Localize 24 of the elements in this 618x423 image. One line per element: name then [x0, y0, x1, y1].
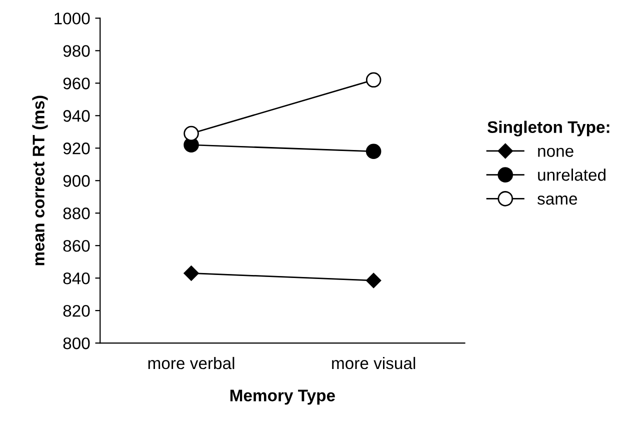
point — [366, 72, 382, 88]
point — [184, 126, 199, 142]
legend-label: same — [537, 196, 578, 205]
point — [366, 272, 382, 288]
y-axis-title: mean correct RT (ms) — [32, 96, 48, 266]
y-tick-label: 900 — [63, 175, 90, 187]
y-tick-label: 820 — [63, 304, 90, 317]
y-tick-label: 1000 — [54, 12, 90, 24]
legend-title: Singleton Type: — [488, 120, 610, 136]
y-tick-label: 960 — [63, 78, 90, 90]
y-tick-label: 840 — [63, 272, 90, 284]
legend-label: unrelated — [538, 168, 606, 181]
y-tick-label: 880 — [63, 208, 90, 220]
y-tick-label: 860 — [63, 240, 90, 252]
y-tick-label: 920 — [63, 142, 90, 154]
x-tick-label: more verbal — [148, 356, 234, 370]
y-tick-label: 940 — [63, 110, 90, 122]
legend-label: none — [538, 148, 574, 157]
y-tick-label: 800 — [63, 337, 90, 350]
point — [366, 144, 382, 160]
y-tick-label: 980 — [63, 45, 90, 57]
point — [184, 266, 199, 281]
x-tick-label: more visual — [332, 356, 416, 370]
x-axis-title: Memory Type — [230, 390, 335, 405]
